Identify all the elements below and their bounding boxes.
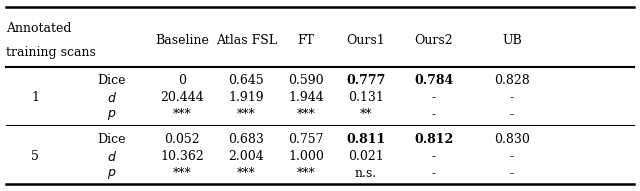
Text: $p$: $p$ xyxy=(108,167,116,181)
Text: Dice: Dice xyxy=(98,133,126,146)
Text: -: - xyxy=(510,150,514,163)
Text: 2.004: 2.004 xyxy=(228,150,264,163)
Text: 0.590: 0.590 xyxy=(288,74,324,87)
Text: **: ** xyxy=(360,108,372,121)
Text: 0.830: 0.830 xyxy=(494,133,530,146)
Text: -: - xyxy=(510,108,514,121)
Text: Ours2: Ours2 xyxy=(415,34,453,47)
Text: ***: *** xyxy=(237,108,256,121)
Text: Baseline: Baseline xyxy=(156,34,209,47)
Text: 5: 5 xyxy=(31,150,39,163)
Text: ***: *** xyxy=(173,108,192,121)
Text: ***: *** xyxy=(296,168,316,180)
Text: -: - xyxy=(432,168,436,180)
Text: FT: FT xyxy=(298,34,314,47)
Text: 10.362: 10.362 xyxy=(161,150,204,163)
Text: n.s.: n.s. xyxy=(355,168,377,180)
Text: -: - xyxy=(510,168,514,180)
Text: ***: *** xyxy=(237,168,256,180)
Text: $d$: $d$ xyxy=(107,91,117,105)
Text: $p$: $p$ xyxy=(108,108,116,122)
Text: training scans: training scans xyxy=(6,46,96,59)
Text: Ours1: Ours1 xyxy=(347,34,385,47)
Text: Atlas FSL: Atlas FSL xyxy=(216,34,277,47)
Text: Annotated: Annotated xyxy=(6,22,72,35)
Text: 0.828: 0.828 xyxy=(494,74,530,87)
Text: 1.000: 1.000 xyxy=(288,150,324,163)
Text: $d$: $d$ xyxy=(107,150,117,164)
Text: 0.812: 0.812 xyxy=(414,133,454,146)
Text: ***: *** xyxy=(296,108,316,121)
Text: 20.444: 20.444 xyxy=(161,91,204,104)
Text: Dice: Dice xyxy=(98,74,126,87)
Text: -: - xyxy=(432,108,436,121)
Text: 0.811: 0.811 xyxy=(346,133,386,146)
Text: -: - xyxy=(432,150,436,163)
Text: 0.645: 0.645 xyxy=(228,74,264,87)
Text: 1.944: 1.944 xyxy=(288,91,324,104)
Text: ***: *** xyxy=(173,168,192,180)
Text: 0: 0 xyxy=(179,74,186,87)
Text: 0.777: 0.777 xyxy=(346,74,386,87)
Text: 0.052: 0.052 xyxy=(164,133,200,146)
Text: 1.919: 1.919 xyxy=(228,91,264,104)
Text: 0.784: 0.784 xyxy=(414,74,454,87)
Text: -: - xyxy=(510,91,514,104)
Text: -: - xyxy=(432,91,436,104)
Text: UB: UB xyxy=(502,34,522,47)
Text: 0.021: 0.021 xyxy=(348,150,384,163)
Text: 0.683: 0.683 xyxy=(228,133,264,146)
Text: 0.757: 0.757 xyxy=(288,133,324,146)
Text: 0.131: 0.131 xyxy=(348,91,384,104)
Text: 1: 1 xyxy=(31,91,39,104)
